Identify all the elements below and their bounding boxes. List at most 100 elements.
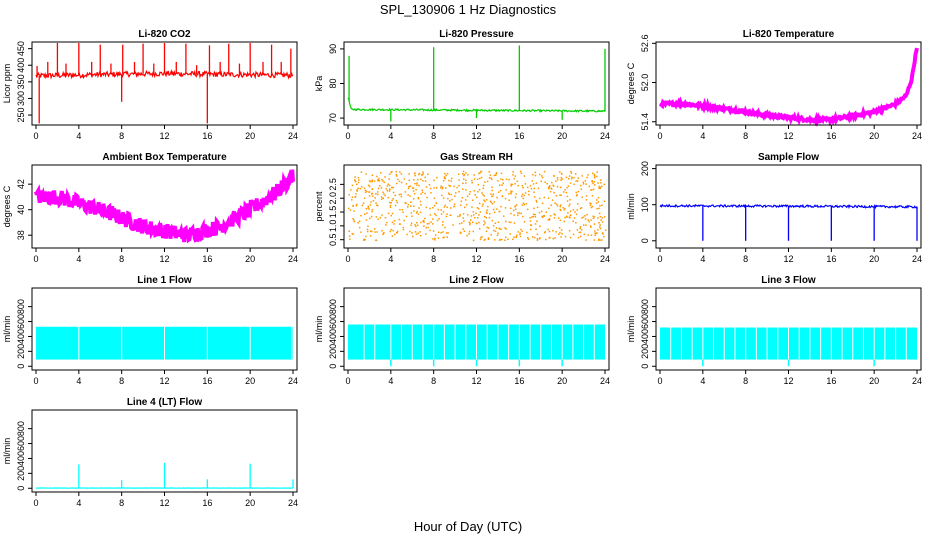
data-point [563,191,565,193]
data-point [530,224,532,226]
data-point [355,193,357,195]
data-point [458,179,460,181]
data-point [415,225,417,228]
data-point [486,209,488,211]
data-point [369,235,372,237]
data-point [414,224,416,226]
y-tick-label: 200 [16,344,26,359]
data-point [358,226,361,229]
y-tick-label: 800 [16,421,26,436]
y-tick-label: 51.4 [640,113,650,131]
x-tick-label: 12 [471,254,481,264]
data-point [359,187,361,190]
data-point [353,220,356,223]
data-point [410,205,412,207]
data-point [357,222,359,224]
data-point [601,204,603,206]
data-point [480,176,483,179]
data-point [387,212,390,215]
data-point [376,175,378,178]
data-point [392,229,394,232]
data-point [434,213,436,215]
data-point [417,197,420,200]
data-point [536,237,539,240]
data-point [500,178,502,180]
data-point [492,195,494,198]
y-tick-label: 2.5 [328,178,338,191]
data-point [391,235,394,237]
data-point [594,232,596,234]
data-point [410,224,412,226]
data-point [360,214,362,217]
data-point [441,186,444,189]
data-point [378,177,380,180]
data-point [592,172,594,175]
data-point [448,184,450,187]
data-point [477,217,479,219]
data-point [524,192,527,194]
data-point [521,204,524,206]
x-tick-label: 12 [159,498,169,508]
data-point [477,183,480,186]
data-point [533,191,535,193]
data-point [591,189,593,191]
data-point [378,180,381,182]
data-point [414,174,416,177]
data-point [370,201,372,203]
x-tick-label: 12 [783,131,793,141]
data-point [520,172,523,174]
data-point [377,180,380,182]
data-point [476,207,479,209]
data-point [371,180,373,183]
data-point [348,194,350,196]
data-point [484,222,486,224]
panel-title: Li-820 CO2 [138,29,191,40]
panel-sample-flow: Sample Flow ml/min 0 4 8 12 16 20 24 0 100 200 [626,152,922,264]
data-point [386,185,389,187]
data-point [559,194,561,196]
data-point [371,230,373,233]
data-point [481,205,484,207]
y-tick-label: 38 [16,230,26,240]
data-point [572,233,575,236]
data-point [490,177,492,180]
data-point [419,235,422,237]
data-point [461,222,463,224]
data-point [381,178,383,181]
data-point [501,238,503,241]
data-point [542,216,544,219]
data-point [358,220,361,222]
data-point [414,182,416,185]
data-point [348,235,351,237]
data-point [515,204,518,206]
data-point [389,201,391,204]
data-point [443,236,445,239]
data-point [547,219,550,221]
data-point [495,174,497,176]
data-point [560,173,563,175]
data-point [546,182,548,185]
data-point [450,207,452,209]
data-point [348,230,350,232]
data-point [392,198,394,200]
x-tick-label: 24 [600,254,610,264]
data-point [592,188,595,191]
x-tick-label: 24 [912,376,922,386]
data-point [459,231,462,234]
data-point [472,211,475,213]
data-point [479,172,481,174]
data-point [409,230,411,233]
y-axis-label: degrees C [2,185,12,227]
data-point [419,231,421,233]
data-point [539,225,541,227]
data-point [523,194,525,197]
data-point [380,172,382,174]
data-point [573,183,575,186]
data-point [446,213,448,215]
data-point [545,238,547,241]
data-point [450,193,452,196]
data-point [517,231,519,233]
data-point [588,185,591,188]
data-point [380,187,383,189]
data-point [435,187,438,189]
